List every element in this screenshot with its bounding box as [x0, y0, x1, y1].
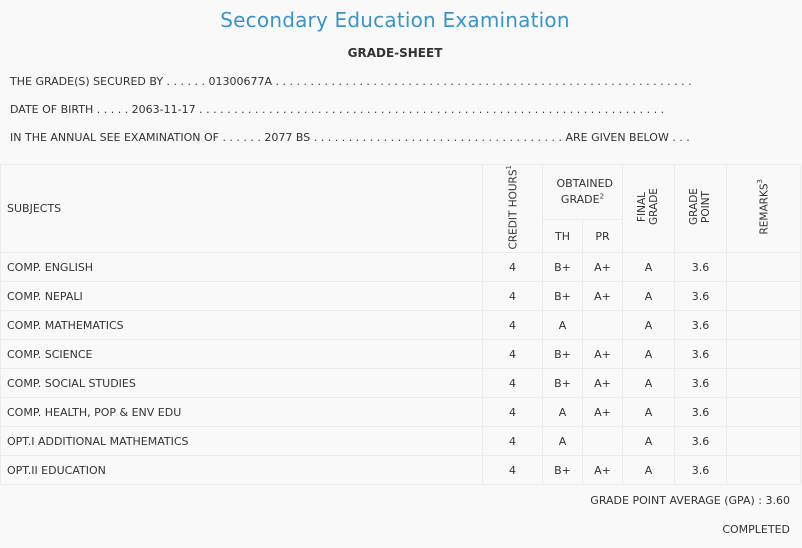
grade-point-cell: 3.6 — [674, 281, 727, 312]
table-row: COMP. NEPALI 4 B+ A+ A 3.6 — [0, 281, 801, 312]
th-grade-cell: B+ — [542, 281, 583, 312]
credit-hours-cell: 4 — [482, 368, 543, 399]
final-grade-cell: A — [622, 455, 675, 486]
final-grade-cell: A — [622, 368, 675, 399]
final-grade-cell: A — [622, 339, 675, 370]
pr-grade-cell — [582, 426, 623, 457]
pr-grade-cell: A+ — [582, 368, 623, 399]
table-row: OPT.I ADDITIONAL MATHEMATICS 4 A A 3.6 — [0, 426, 801, 457]
subject-cell: OPT.I ADDITIONAL MATHEMATICS — [0, 426, 483, 457]
pr-header: PR — [582, 218, 623, 254]
remarks-cell — [726, 252, 801, 283]
table-row: OPT.II EDUCATION 4 B+ A+ A 3.6 — [0, 455, 801, 486]
pr-grade-cell: A+ — [582, 252, 623, 283]
subject-cell: COMP. HEALTH, POP & ENV EDU — [0, 397, 483, 428]
credit-hours-cell: 4 — [482, 455, 543, 486]
remarks-cell — [726, 339, 801, 370]
th-grade-cell: B+ — [542, 368, 583, 399]
page-title: Secondary Education Examination — [220, 8, 570, 32]
th-grade-cell: A — [542, 397, 583, 428]
gpa-summary: GRADE POINT AVERAGE (GPA) : 3.60 — [590, 494, 790, 507]
date-of-birth-line: DATE OF BIRTH . . . . . 2063-11-17 . . .… — [10, 103, 665, 116]
table-row: COMP. MATHEMATICS 4 A A 3.6 — [0, 310, 801, 341]
credit-hours-cell: 4 — [482, 281, 543, 312]
remarks-cell — [726, 281, 801, 312]
subject-cell: COMP. NEPALI — [0, 281, 483, 312]
secured-by-line: THE GRADE(S) SECURED BY . . . . . . 0130… — [10, 75, 692, 88]
credit-hours-cell: 4 — [482, 310, 543, 341]
grade-point-cell: 3.6 — [674, 252, 727, 283]
grade-point-cell: 3.6 — [674, 368, 727, 399]
subjects-header: SUBJECTS — [0, 163, 483, 254]
table-row: COMP. SCIENCE 4 B+ A+ A 3.6 — [0, 339, 801, 370]
th-header: TH — [542, 218, 583, 254]
remarks-cell — [726, 310, 801, 341]
credit-hours-header: CREDIT HOURS1 — [482, 163, 543, 254]
subject-cell: COMP. SCIENCE — [0, 339, 483, 370]
final-grade-cell: A — [622, 252, 675, 283]
table-row: COMP. ENGLISH 4 B+ A+ A 3.6 — [0, 252, 801, 283]
credit-hours-cell: 4 — [482, 397, 543, 428]
subject-cell: COMP. SOCIAL STUDIES — [0, 368, 483, 399]
final-grade-cell: A — [622, 426, 675, 457]
th-grade-cell: A — [542, 426, 583, 457]
grade-point-cell: 3.6 — [674, 426, 727, 457]
final-grade-cell: A — [622, 310, 675, 341]
grade-point-header: GRADE POINT — [674, 163, 727, 254]
credit-hours-cell: 4 — [482, 426, 543, 457]
grade-point-cell: 3.6 — [674, 455, 727, 486]
th-grade-cell: A — [542, 310, 583, 341]
pr-grade-cell — [582, 310, 623, 341]
grade-point-cell: 3.6 — [674, 339, 727, 370]
final-grade-header: FINAL GRADE — [622, 163, 675, 254]
subject-cell: OPT.II EDUCATION — [0, 455, 483, 486]
credit-hours-cell: 4 — [482, 339, 543, 370]
th-grade-cell: B+ — [542, 455, 583, 486]
remarks-cell — [726, 397, 801, 428]
subject-cell: COMP. ENGLISH — [0, 252, 483, 283]
grade-point-cell: 3.6 — [674, 397, 727, 428]
final-grade-cell: A — [622, 281, 675, 312]
grades-table: SUBJECTS CREDIT HOURS1 OBTAINED GRADE2 F… — [0, 163, 801, 486]
pr-grade-cell: A+ — [582, 339, 623, 370]
credit-hours-cell: 4 — [482, 252, 543, 283]
obtained-grade-header: OBTAINED GRADE2 — [542, 164, 623, 220]
subject-cell: COMP. MATHEMATICS — [0, 310, 483, 341]
remarks-cell — [726, 455, 801, 486]
exam-line: IN THE ANNUAL SEE EXAMINATION OF . . . .… — [10, 131, 690, 144]
remarks-cell — [726, 426, 801, 457]
grade-sheet-heading: GRADE-SHEET — [347, 46, 443, 60]
result-status: COMPLETED — [722, 523, 790, 536]
final-grade-cell: A — [622, 397, 675, 428]
th-grade-cell: B+ — [542, 252, 583, 283]
table-row: COMP. HEALTH, POP & ENV EDU 4 A A+ A 3.6 — [0, 397, 801, 428]
grade-point-cell: 3.6 — [674, 310, 727, 341]
remarks-header: REMARKS3 — [726, 163, 801, 254]
pr-grade-cell: A+ — [582, 455, 623, 486]
table-row: COMP. SOCIAL STUDIES 4 B+ A+ A 3.6 — [0, 368, 801, 399]
remarks-cell — [726, 368, 801, 399]
pr-grade-cell: A+ — [582, 281, 623, 312]
pr-grade-cell: A+ — [582, 397, 623, 428]
th-grade-cell: B+ — [542, 339, 583, 370]
